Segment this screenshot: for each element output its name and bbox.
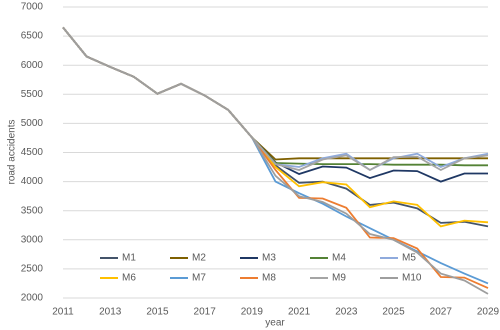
x-tick-label: 2011 bbox=[52, 307, 74, 318]
legend-label: M9 bbox=[332, 273, 346, 284]
x-tick-label: 2027 bbox=[430, 307, 453, 318]
y-tick-label: 5500 bbox=[21, 89, 44, 100]
legend-label: M2 bbox=[192, 253, 206, 264]
x-tick-label: 2019 bbox=[241, 307, 264, 318]
x-tick-label: 2021 bbox=[288, 307, 311, 318]
y-tick-label: 6500 bbox=[21, 31, 44, 42]
y-tick-label: 4500 bbox=[21, 147, 44, 158]
series-line bbox=[62, 26, 489, 172]
legend-label: M8 bbox=[262, 273, 276, 284]
legend-label: M1 bbox=[122, 253, 136, 264]
y-tick-label: 6000 bbox=[21, 60, 44, 71]
x-tick-label: 2023 bbox=[335, 307, 358, 318]
x-tick-label: 2017 bbox=[194, 307, 217, 318]
legend-label: M5 bbox=[402, 253, 416, 264]
series-line bbox=[62, 26, 489, 172]
legend-label: M7 bbox=[192, 273, 206, 284]
series-line bbox=[62, 26, 488, 161]
series-line bbox=[62, 26, 489, 295]
y-axis-label: road accidents bbox=[7, 119, 18, 184]
y-tick-label: 2000 bbox=[21, 293, 44, 304]
series-line bbox=[62, 26, 489, 228]
x-tick-label: 2029 bbox=[477, 307, 500, 318]
legend-label: M6 bbox=[122, 273, 136, 284]
legend-label: M10 bbox=[402, 273, 422, 284]
y-tick-label: 3000 bbox=[21, 234, 44, 245]
series-line bbox=[62, 26, 489, 228]
series-line bbox=[62, 26, 489, 285]
legend-label: M3 bbox=[262, 253, 276, 264]
x-tick-label: 2025 bbox=[382, 307, 405, 318]
x-axis-label: year bbox=[265, 318, 285, 329]
legend-label: M4 bbox=[332, 253, 346, 264]
x-tick-label: 2013 bbox=[99, 307, 122, 318]
y-tick-label: 2500 bbox=[21, 264, 44, 275]
series-line bbox=[62, 26, 488, 167]
y-tick-label: 7000 bbox=[21, 2, 44, 13]
y-tick-label: 3500 bbox=[21, 205, 44, 216]
y-tick-label: 5000 bbox=[21, 118, 44, 129]
y-tick-label: 4000 bbox=[21, 176, 44, 187]
x-tick-label: 2015 bbox=[146, 307, 169, 318]
